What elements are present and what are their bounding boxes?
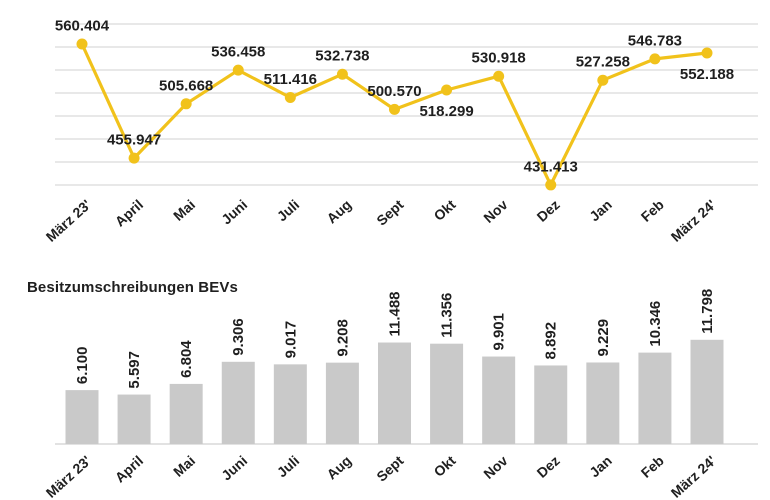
- bar: [586, 362, 620, 444]
- data-point-marker: [649, 53, 661, 65]
- bar-value-label: 10.346: [647, 301, 664, 347]
- x-axis-label: Jan: [586, 452, 615, 480]
- x-axis-label: März 23': [43, 196, 94, 244]
- bev-ownership-transfers-bar-chart: Besitzumschreibungen BEVs 6.100 März 23' 5…: [0, 250, 770, 500]
- x-axis-label: Feb: [638, 452, 667, 481]
- data-point-marker: [128, 152, 140, 164]
- data-point-marker: [701, 47, 713, 59]
- bar-chart-plot-area: 6.100 März 23' 5.597 April 6.804 Mai 9.306 Juni…: [43, 289, 758, 500]
- data-point-label: 560.404: [55, 18, 110, 35]
- bar: [377, 342, 411, 444]
- bar: [65, 390, 99, 444]
- x-axis-label: Juli: [274, 196, 303, 224]
- x-axis-label: Okt: [431, 196, 459, 224]
- data-point-label: 536.458: [211, 44, 265, 61]
- bar-value-label: 8.892: [543, 322, 560, 360]
- data-point-label: 546.783: [628, 32, 682, 49]
- x-axis-label: Feb: [638, 196, 667, 225]
- bar: [690, 339, 724, 444]
- x-axis-label: Dez: [534, 196, 563, 225]
- data-point-marker: [232, 64, 244, 76]
- bar-value-label: 6.804: [178, 340, 195, 378]
- data-point-label: 527.258: [576, 54, 630, 71]
- data-point-label: 511.416: [264, 71, 317, 88]
- bar-value-label: 9.306: [230, 318, 247, 356]
- x-axis-label: Nov: [480, 452, 511, 482]
- bar: [221, 361, 255, 444]
- data-point-marker: [388, 103, 400, 115]
- bar-value-label: 9.901: [491, 313, 508, 351]
- x-axis-label: Dez: [534, 452, 563, 481]
- x-axis-label: Okt: [431, 452, 459, 480]
- data-point-marker: [597, 74, 609, 86]
- data-point-marker: [336, 68, 348, 80]
- bar: [638, 352, 672, 444]
- x-axis-label: Sept: [373, 452, 407, 484]
- x-axis-label: Mai: [170, 452, 198, 480]
- data-point-label: 530.918: [472, 50, 526, 67]
- bar-value-label: 11.488: [386, 291, 403, 336]
- bar: [325, 362, 359, 444]
- x-axis-label: April: [112, 196, 146, 229]
- data-point-label: 518.299: [419, 103, 473, 120]
- registrations-line-chart: 560.404 März 23' 455.947 April 505.668 Mai 536…: [43, 18, 758, 245]
- bar: [117, 394, 151, 444]
- data-point-label: 500.570: [367, 83, 421, 100]
- x-axis-label: Sept: [373, 196, 407, 228]
- data-point-marker: [284, 92, 296, 104]
- data-point-label: 532.738: [315, 48, 369, 65]
- data-point-marker: [76, 38, 88, 50]
- x-axis-label: März 23': [43, 452, 94, 500]
- data-point-label: 552.188: [680, 66, 734, 83]
- data-point-label: 455.947: [107, 132, 161, 149]
- x-axis-label: März 24': [668, 452, 719, 500]
- x-axis-label: Aug: [323, 196, 354, 226]
- line-chart-plot-area: 560.404 März 23' 455.947 April 505.668 Mai 536…: [43, 18, 758, 245]
- bar-value-label: 9.229: [595, 319, 612, 357]
- x-axis-label: Jan: [586, 196, 615, 224]
- bar-value-label: 5.597: [126, 351, 143, 389]
- bar-value-label: 6.100: [74, 347, 91, 385]
- bar-value-label: 9.017: [282, 321, 299, 359]
- bar-chart-title: Besitzumschreibungen BEVs: [27, 279, 238, 296]
- data-point-label: 505.668: [159, 77, 213, 94]
- data-point-marker: [180, 98, 192, 110]
- bar-value-label: 11.798: [699, 289, 716, 334]
- data-point-marker: [493, 70, 505, 82]
- bar: [430, 343, 464, 444]
- x-axis-label: Aug: [323, 452, 354, 482]
- x-axis-label: Juni: [218, 452, 250, 483]
- x-axis-label: Mai: [170, 196, 198, 224]
- bar: [534, 365, 568, 444]
- bar: [169, 383, 203, 444]
- x-axis-label: März 24': [668, 196, 719, 244]
- data-point-marker: [545, 179, 557, 191]
- x-axis-label: April: [112, 452, 146, 485]
- x-axis-label: Nov: [480, 196, 511, 226]
- bar: [482, 356, 516, 444]
- x-axis-label: Juli: [274, 452, 303, 480]
- bar: [273, 364, 307, 444]
- x-axis-label: Juni: [218, 196, 250, 227]
- data-point-marker: [441, 84, 453, 96]
- bar-value-label: 9.208: [334, 319, 351, 357]
- data-point-label: 431.413: [524, 158, 578, 175]
- bar-value-label: 11.356: [439, 293, 456, 338]
